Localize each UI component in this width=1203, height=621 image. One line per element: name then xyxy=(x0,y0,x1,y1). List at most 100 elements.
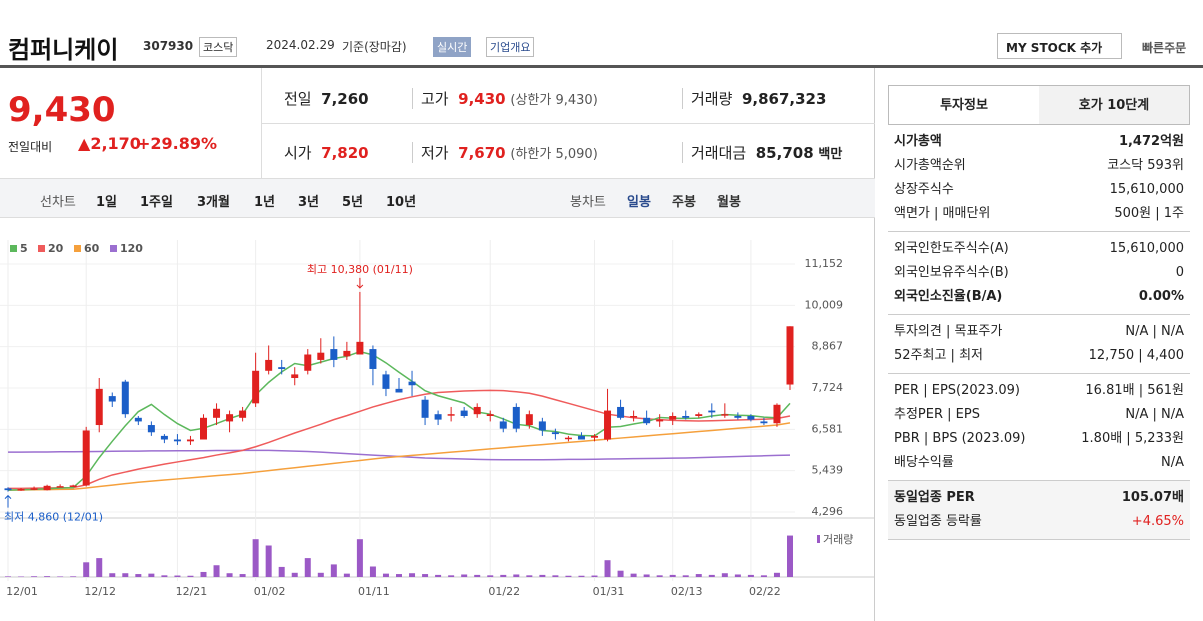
change-label: 전일대비 xyxy=(8,140,53,154)
info-value: 0 xyxy=(1175,265,1184,280)
period-tabs: 선차트 봉차트 1일 1주일 3개월 1년 3년 5년 10년 일봉 주봉 월봉 xyxy=(0,178,875,218)
candle-body xyxy=(538,421,546,431)
stock-code: 307930 xyxy=(143,39,194,53)
candle-body xyxy=(447,414,455,416)
lower-limit: (하한가 5,090) xyxy=(510,147,598,162)
info-label: 추정PER | EPS xyxy=(894,407,980,422)
volume-bar xyxy=(200,571,207,577)
volume-bar xyxy=(83,562,90,577)
x-tick-label: 12/21 xyxy=(176,585,208,598)
legend-label: 20 xyxy=(48,242,64,255)
ma-line xyxy=(7,422,791,491)
x-tick-label: 01/31 xyxy=(593,585,625,598)
candle-body xyxy=(226,414,234,422)
legend-swatch xyxy=(74,245,81,252)
candle-body xyxy=(682,415,690,418)
info-row: PER | EPS(2023.09) 16.81배 | 561원 xyxy=(894,379,1184,403)
candle-body xyxy=(213,408,221,418)
info-row: 상장주식수 15,610,000 xyxy=(894,178,1184,202)
legend-swatch xyxy=(110,245,117,252)
period-tab[interactable]: 1주일 xyxy=(140,195,173,210)
candle-body xyxy=(656,419,664,422)
candle-body xyxy=(43,485,51,491)
candle-body xyxy=(356,341,364,355)
legend-label: 60 xyxy=(84,242,100,255)
min-arrow xyxy=(4,494,12,508)
period-tab[interactable]: 1년 xyxy=(254,195,276,210)
period-tab[interactable]: 10년 xyxy=(386,195,417,210)
mystock-button[interactable]: MY STOCK 추가 xyxy=(997,33,1122,59)
period-tab[interactable]: 1일 xyxy=(96,195,118,210)
period-tab[interactable]: 5년 xyxy=(342,195,364,210)
volume-bar xyxy=(747,574,754,577)
volume-bar xyxy=(578,575,585,577)
candle-body xyxy=(473,406,481,415)
volume-bar xyxy=(669,574,676,577)
volume-bar xyxy=(291,572,298,577)
info-label: 외국인한도주식수(A) xyxy=(894,241,1009,256)
candle-tab[interactable]: 월봉 xyxy=(717,195,741,210)
candle-body xyxy=(747,415,755,420)
y-tick-label: 11,152 xyxy=(805,257,844,270)
realtime-button[interactable]: 실시간 xyxy=(433,37,472,57)
candle-body xyxy=(512,406,520,429)
volume-bar xyxy=(760,575,767,577)
info-label: PER | EPS(2023.09) xyxy=(894,383,1020,398)
volume-bar xyxy=(682,575,689,577)
volume-bar xyxy=(474,574,481,577)
tab[interactable]: 호가 10단계 xyxy=(1039,86,1189,124)
volume-bar xyxy=(213,565,220,577)
volume-bar xyxy=(252,539,259,577)
x-tick-label: 12/12 xyxy=(84,585,116,598)
volume-bar xyxy=(148,573,155,577)
candle-body xyxy=(278,367,286,369)
max-annotation: 최고 10,380 (01/11) xyxy=(307,263,413,276)
info-label: 시가총액 xyxy=(894,134,942,149)
volume-bar xyxy=(552,575,559,577)
info-section: 동일업종 PER 105.07배 동일업종 등락률 +4.65% xyxy=(888,481,1190,540)
quick-order[interactable]: 빠른주문 xyxy=(1142,41,1187,55)
volume-label: 거래량 xyxy=(823,533,853,546)
info-section: PER | EPS(2023.09) 16.81배 | 561원 추정PER | E… xyxy=(888,374,1190,481)
info-row: 시가총액순위 코스닥 593위 xyxy=(894,154,1184,178)
amount: 거래대금 85,708 백만 xyxy=(682,142,842,163)
candle-body xyxy=(643,417,651,424)
volume-bar xyxy=(330,564,337,577)
max-arrow xyxy=(356,277,364,289)
volume-bar xyxy=(409,573,416,577)
volume-bar xyxy=(461,574,468,577)
tab[interactable]: 투자정보 xyxy=(889,86,1039,124)
candle-body xyxy=(551,432,559,435)
volume-bar xyxy=(5,576,11,577)
info-row: 추정PER | EPS N/A | N/A xyxy=(894,403,1184,427)
info-row: 투자의견 | 목표주가 N/A | N/A xyxy=(894,320,1184,344)
candle-body xyxy=(460,410,468,416)
info-value: 1,472억원 xyxy=(1118,134,1184,149)
candle-tab[interactable]: 일봉 xyxy=(627,195,651,210)
candle-body xyxy=(69,485,77,487)
volume-bar xyxy=(734,574,741,577)
min-annotation: 최저 4,860 (12/01) xyxy=(4,511,103,524)
candle-body xyxy=(30,488,38,490)
candle-tab[interactable]: 주봉 xyxy=(672,195,696,210)
volume-bar xyxy=(630,573,637,577)
volume-bar xyxy=(304,558,311,577)
candle-body xyxy=(564,437,572,440)
candle-body xyxy=(721,414,729,416)
overview-button[interactable]: 기업개요 xyxy=(486,37,535,57)
volume-bar xyxy=(787,535,793,577)
stock-name: 컴퍼니케이 xyxy=(8,36,119,64)
y-tick-label: 4,296 xyxy=(812,505,844,518)
period-tab[interactable]: 3개월 xyxy=(197,195,230,210)
period-tab[interactable]: 3년 xyxy=(298,195,320,210)
candle-body xyxy=(56,486,64,488)
unit: 백만 xyxy=(818,147,843,162)
volume-bar xyxy=(369,566,376,577)
volume-bar xyxy=(591,575,598,577)
candle-body xyxy=(82,430,90,486)
x-tick-label: 12/01 xyxy=(6,585,38,598)
volume-bar xyxy=(526,575,533,577)
legend-label: 5 xyxy=(20,242,28,255)
volume-bar xyxy=(135,574,142,577)
candle-body xyxy=(369,349,377,369)
